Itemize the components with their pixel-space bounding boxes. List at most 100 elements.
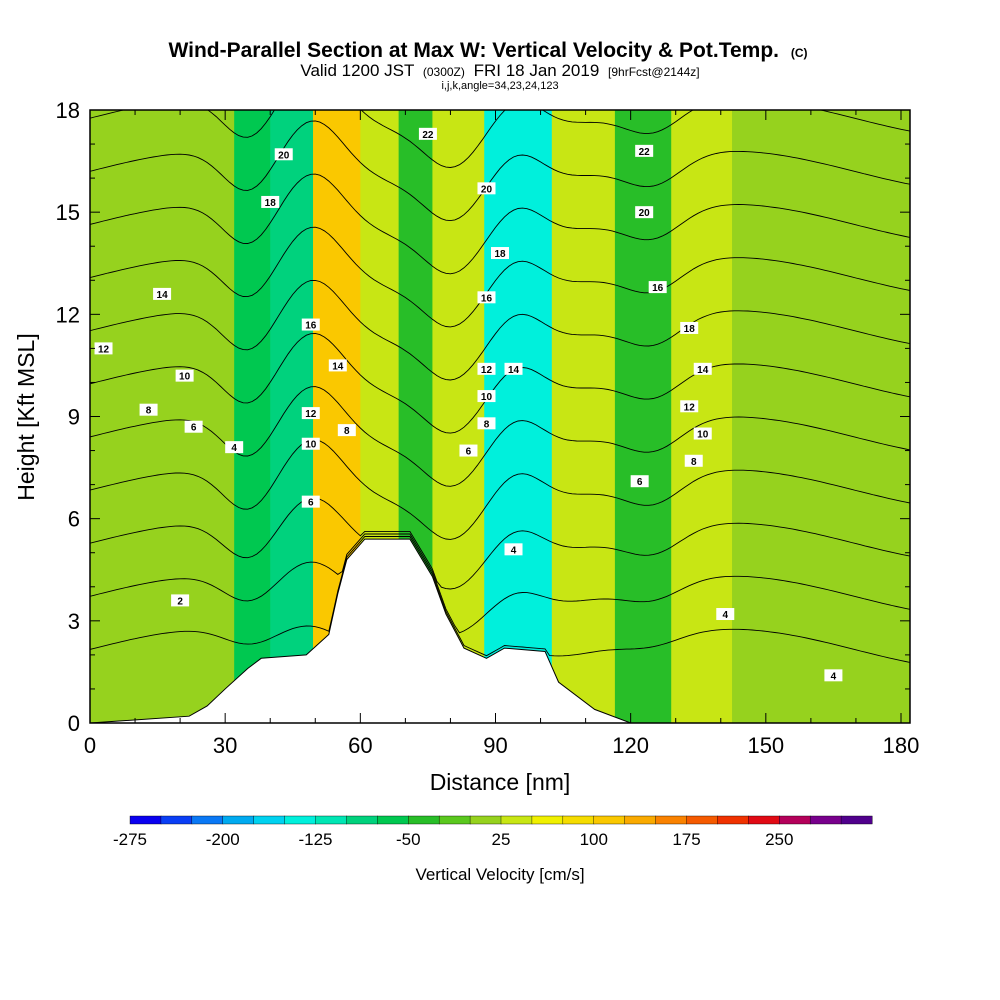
contour-label: 20 bbox=[274, 148, 293, 161]
contour-label-bg bbox=[328, 359, 347, 372]
contour-label-bg bbox=[477, 182, 496, 195]
contour-label-bg bbox=[504, 362, 523, 375]
x-tick-label: 180 bbox=[883, 733, 920, 758]
colorbar-swatch bbox=[129, 815, 162, 825]
contour-label: 22 bbox=[418, 127, 437, 141]
velocity-band bbox=[614, 110, 672, 723]
contour-label-bg bbox=[274, 148, 293, 161]
colorbar-swatch bbox=[593, 815, 626, 825]
velocity-band bbox=[732, 110, 812, 723]
contour-label-bg bbox=[693, 427, 712, 440]
contour-label: 12 bbox=[477, 362, 496, 376]
colorbar-swatch bbox=[438, 815, 471, 825]
contour-label: 8 bbox=[477, 417, 496, 430]
contour-label: 4 bbox=[225, 441, 244, 454]
contour-label-bg bbox=[418, 127, 437, 140]
contour-label: 10 bbox=[477, 390, 496, 403]
contour-label-bg bbox=[693, 362, 712, 375]
theta-contour bbox=[90, 536, 910, 663]
y-axis-label: Height [Kft MSL] bbox=[13, 333, 39, 500]
contour-label-bg bbox=[301, 318, 320, 331]
contour-label: 14 bbox=[504, 362, 523, 376]
colorbar-tick-label: 100 bbox=[580, 830, 608, 849]
plot-area: 2 4 6 8 10 12 14 18 20 16 14 12 10 8 6 22 20 18 16 12 14 10 8 6… bbox=[90, 110, 910, 723]
colorbar-tick-label: -50 bbox=[396, 830, 421, 849]
contour-label-text: 18 bbox=[494, 249, 506, 260]
colorbar-swatch bbox=[377, 815, 409, 825]
contour-label-text: 18 bbox=[265, 198, 277, 209]
velocity-band bbox=[234, 110, 271, 723]
velocity-band bbox=[484, 110, 553, 723]
contour-label: 18 bbox=[680, 321, 699, 335]
contour-label-text: 18 bbox=[684, 324, 696, 335]
contour-label-text: 10 bbox=[305, 440, 317, 451]
contour-label: 20 bbox=[477, 182, 496, 195]
contour-label-bg bbox=[301, 437, 320, 450]
velocity-band bbox=[153, 110, 235, 723]
contour-label-text: 22 bbox=[422, 130, 434, 141]
colorbar-swatch bbox=[686, 815, 718, 825]
contour-label-bg bbox=[261, 195, 280, 208]
colorbar-swatch bbox=[562, 815, 595, 825]
contour-label-bg bbox=[477, 417, 496, 430]
chart-title: Wind-Parallel Section at Max W: Vertical… bbox=[168, 39, 779, 62]
contour-label-bg bbox=[648, 281, 667, 294]
contour-label-text: 14 bbox=[157, 290, 169, 301]
y-tick-label: 0 bbox=[68, 711, 80, 736]
x-tick-label: 150 bbox=[747, 733, 784, 758]
colorbar-swatch bbox=[315, 815, 347, 825]
colorbar-swatch bbox=[840, 815, 873, 825]
colorbar-swatch bbox=[346, 815, 378, 825]
contour-label: 16 bbox=[648, 281, 667, 294]
y-tick-label: 6 bbox=[68, 507, 80, 532]
velocity-field bbox=[90, 110, 910, 723]
contour-label-text: 20 bbox=[278, 150, 290, 161]
y-tick-label: 18 bbox=[56, 98, 80, 123]
contour-label-text: 14 bbox=[332, 361, 344, 372]
contour-label: 20 bbox=[635, 206, 654, 219]
contour-label-text: 20 bbox=[481, 184, 493, 195]
y-tick-label: 15 bbox=[56, 200, 80, 225]
theta-contour bbox=[90, 333, 910, 434]
contour-label-text: 10 bbox=[179, 372, 191, 383]
theta-contour bbox=[90, 120, 910, 222]
contour-label-bg bbox=[184, 420, 203, 433]
theta-contour bbox=[90, 497, 910, 590]
contour-label-bg bbox=[504, 543, 523, 556]
contour-label-bg bbox=[477, 390, 496, 403]
velocity-band bbox=[810, 110, 910, 723]
velocity-band bbox=[671, 110, 733, 723]
contour-label-bg bbox=[684, 454, 703, 467]
contour-label: 6 bbox=[184, 420, 203, 434]
contour-label: 10 bbox=[301, 437, 320, 451]
contour-label-text: 12 bbox=[684, 402, 696, 413]
colorbar-swatch bbox=[408, 815, 440, 825]
contour-label-text: 22 bbox=[639, 147, 651, 158]
colorbar-swatch bbox=[624, 815, 657, 825]
contour-label: 4 bbox=[716, 608, 735, 621]
x-axis: 0 30 60 90 120 150 180 bbox=[84, 110, 919, 758]
contour-label-bg bbox=[459, 444, 478, 457]
contour-label-text: 16 bbox=[305, 321, 317, 332]
contour-label: 14 bbox=[153, 287, 172, 301]
contour-label: 14 bbox=[328, 359, 347, 372]
theta-contour bbox=[90, 533, 910, 634]
contour-label-text: 10 bbox=[697, 430, 709, 441]
contour-label-bg bbox=[477, 291, 496, 304]
colorbar-swatch bbox=[809, 815, 842, 825]
theta-contour bbox=[90, 110, 910, 168]
contour-label-bg bbox=[171, 594, 190, 607]
subtitle-valid: Valid 1200 JST bbox=[300, 61, 414, 80]
subtitle-indices: i,j,k,angle=34,23,24,123 bbox=[441, 80, 558, 92]
colorbar-tick-label: -200 bbox=[206, 830, 240, 849]
contour-label-bg bbox=[301, 407, 320, 420]
contour-labels: 2 4 6 8 10 12 14 18 20 16 14 12 10 8 6 22 20 18 16 12 14 10 8 6… bbox=[94, 127, 843, 682]
contour-label: 22 bbox=[635, 144, 654, 158]
colorbar-swatch bbox=[222, 815, 255, 825]
velocity-band bbox=[551, 110, 616, 723]
subtitle-forecast: [9hrFcst@2144z] bbox=[608, 65, 700, 79]
contour-label-bg bbox=[680, 400, 699, 413]
colorbar-swatch bbox=[500, 815, 533, 825]
contour-label-text: 8 bbox=[484, 419, 490, 430]
colorbar-swatch bbox=[779, 815, 811, 825]
